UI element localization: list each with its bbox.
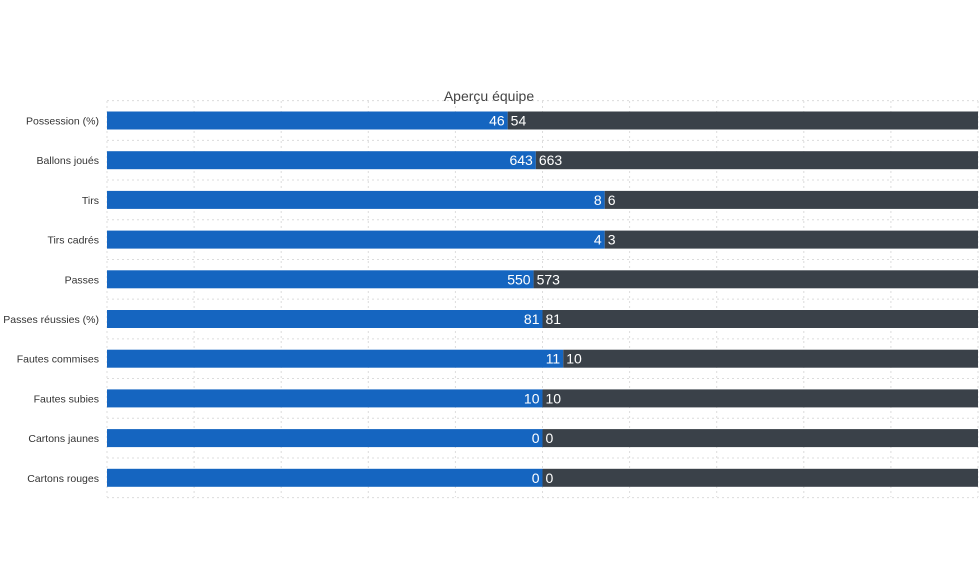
data-label-home: 0	[532, 470, 540, 486]
bar-away	[542, 468, 978, 487]
category-label: Possession (%)	[26, 116, 99, 128]
bar-away	[542, 310, 978, 328]
data-label-home: 46	[489, 113, 505, 129]
bar-away	[542, 429, 978, 448]
bar-home	[107, 111, 508, 130]
bar-away	[542, 389, 978, 408]
data-label-away: 81	[546, 311, 562, 327]
data-label-home: 10	[524, 390, 540, 406]
data-label-away: 573	[537, 271, 561, 287]
category-labels: Possession (%) Ballons joués Tirs Tirs cadr…	[3, 116, 99, 485]
category-label: Cartons rouges	[27, 473, 99, 485]
data-label-home: 81	[524, 311, 540, 327]
bar-home	[107, 429, 543, 448]
data-label-home: 8	[594, 192, 602, 208]
bar-home	[107, 468, 543, 487]
data-label-away: 6	[608, 192, 616, 208]
bar-away	[535, 151, 978, 170]
bar-away	[604, 230, 978, 249]
data-label-home: 550	[507, 271, 531, 287]
data-label-home: 0	[532, 430, 540, 446]
bar-home	[107, 230, 605, 249]
bar-home	[107, 270, 534, 289]
data-label-away: 54	[511, 113, 527, 129]
data-label-away: 3	[608, 232, 616, 248]
bars	[107, 111, 978, 487]
category-label: Passes réussies (%)	[3, 314, 99, 326]
data-label-away: 10	[546, 390, 562, 406]
bar-home	[107, 349, 564, 368]
data-label-away: 0	[546, 470, 554, 486]
category-label: Ballons joués	[37, 155, 99, 167]
data-label-home: 11	[546, 351, 561, 367]
category-label: Passes	[65, 274, 99, 286]
bar-away	[604, 190, 978, 209]
bar-away	[563, 349, 978, 368]
data-label-away: 0	[546, 430, 554, 446]
bar-home	[107, 310, 543, 328]
bar-away	[507, 111, 978, 130]
bar-home	[107, 389, 543, 408]
data-label-away: 10	[566, 351, 582, 367]
category-label: Tirs cadrés	[47, 235, 99, 247]
data-label-home: 643	[509, 152, 533, 168]
data-label-away: 663	[539, 152, 563, 168]
category-label: Fautes commises	[17, 354, 99, 366]
bar-home	[107, 190, 605, 209]
bar-home	[107, 151, 536, 170]
category-label: Tirs	[82, 195, 99, 207]
category-label: Fautes subies	[34, 393, 99, 405]
chart-title: Aperçu équipe	[444, 88, 535, 104]
bar-away	[533, 270, 978, 289]
category-label: Cartons jaunes	[28, 433, 99, 445]
data-label-home: 4	[594, 232, 602, 248]
